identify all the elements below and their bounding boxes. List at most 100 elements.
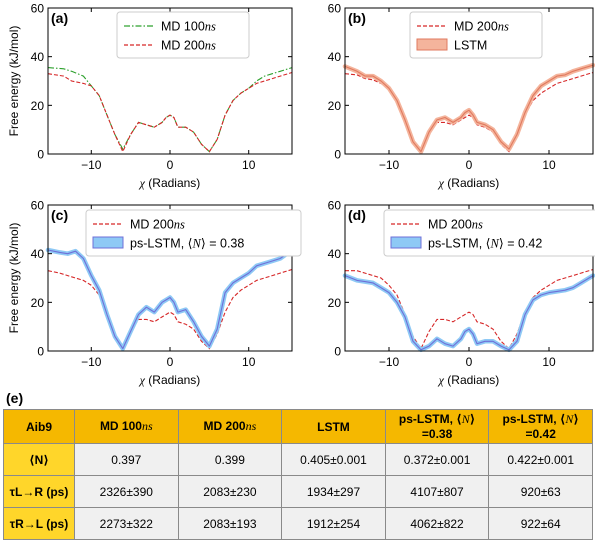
panel-letter: (d) <box>348 207 366 223</box>
table-row: τR→L (ps) 2273±322 2083±193 1912±254 406… <box>3 507 593 540</box>
y-tick-label: 40 <box>328 247 342 261</box>
series-line <box>345 268 594 350</box>
table-label: (e) <box>6 390 24 406</box>
legend-label: MD 200ns <box>428 218 483 232</box>
legend: MD 200ns LSTM <box>409 11 543 59</box>
legend-label: MD 100ns <box>161 20 216 34</box>
x-tick-label: −10 <box>379 355 400 369</box>
x-tick-label: −10 <box>81 158 102 172</box>
table-cell: 922±64 <box>488 507 593 540</box>
series-line <box>47 249 293 350</box>
legend-swatch <box>92 236 124 249</box>
y-tick-label: 20 <box>328 296 342 310</box>
table-row: τL→R (ps) 2326±390 2083±230 1934±297 410… <box>3 475 593 508</box>
chart-panel-3: −10 0 10 0 20 40 60 χ (Radians) Free energy (kJ/… <box>7 199 302 387</box>
legend-swatch <box>416 38 448 51</box>
y-tick-label: 20 <box>328 99 342 113</box>
legend: MD 200ns ps-LSTM, ⟨N⟩ = 0.42 <box>383 209 595 257</box>
table-cell: 0.372±0.001 <box>384 443 490 476</box>
x-tick-label: 10 <box>542 158 556 172</box>
x-tick-label: 10 <box>242 355 256 369</box>
table-cell: 0.399 <box>177 443 283 476</box>
x-axis-title: χ (Radians) <box>438 373 500 387</box>
table-header-row: Aib9 MD 100ns MD 200ns LSTM ps-LSTM, ⟨N⟩… <box>3 409 593 444</box>
legend-label: MD 200ns <box>130 218 185 232</box>
row-head-cell: τR→L (ps) <box>3 507 75 540</box>
table-cell: 0.422±0.001 <box>488 443 593 476</box>
legend-label: MD 200ns <box>454 20 509 34</box>
x-tick-label: 0 <box>466 158 473 172</box>
y-axis-title: Free energy (kJ/mol) <box>7 26 21 137</box>
y-tick-label: 0 <box>334 345 341 359</box>
table-cell: 0.397 <box>74 443 179 476</box>
table-cell: 2083±230 <box>177 475 283 508</box>
x-axis-title: χ (Radians) <box>139 373 201 387</box>
x-tick-label: 0 <box>466 355 473 369</box>
series-band <box>45 247 295 351</box>
x-tick-label: −10 <box>379 158 400 172</box>
table-cell: 4062±822 <box>384 507 490 540</box>
y-axis-title: Free energy (kJ/mol) <box>7 223 21 334</box>
y-tick-label: 0 <box>37 345 44 359</box>
header-cell: MD 200ns <box>177 409 283 444</box>
table-cell: 1934±297 <box>281 475 386 508</box>
y-tick-label: 40 <box>31 50 45 64</box>
row-head-cell: ⟨N⟩ <box>3 443 75 476</box>
legend-box <box>383 209 595 257</box>
header-cell: Aib9 <box>3 409 75 444</box>
panel-letter: (b) <box>348 10 366 26</box>
legend-label: ps-LSTM, ⟨N⟩ = 0.42 <box>428 237 542 251</box>
y-tick-label: 60 <box>31 199 45 213</box>
y-tick-label: 20 <box>31 99 45 113</box>
y-tick-label: 60 <box>328 199 342 213</box>
series-line <box>47 67 293 153</box>
summary-table: Aib9 MD 100ns MD 200ns LSTM ps-LSTM, ⟨N⟩… <box>3 409 593 540</box>
series-band <box>342 62 595 154</box>
series-line <box>344 275 594 351</box>
table-cell: 2273±322 <box>74 507 179 540</box>
table-cell: 920±63 <box>488 475 593 508</box>
x-tick-label: 10 <box>242 158 256 172</box>
x-tick-label: 0 <box>167 355 174 369</box>
series-line <box>47 71 293 153</box>
header-cell: LSTM <box>281 409 386 444</box>
x-tick-label: 10 <box>542 355 556 369</box>
x-tick-label: −10 <box>81 355 102 369</box>
table-row: ⟨N⟩ 0.397 0.399 0.405±0.001 0.372±0.001 … <box>3 443 593 476</box>
legend-swatch <box>390 236 422 249</box>
y-tick-label: 40 <box>328 50 342 64</box>
legend: MD 100ns MD 200ns <box>116 11 250 59</box>
chart-panel-2: −10 0 10 0 20 40 60 χ (Radians) (b) MD 200ns LSTM <box>328 2 595 190</box>
panel-letter: (c) <box>51 207 68 223</box>
y-tick-label: 60 <box>328 2 342 16</box>
legend-box <box>85 209 302 257</box>
table-cell: 1912±254 <box>281 507 386 540</box>
header-cell: MD 100ns <box>74 409 179 444</box>
chart-panel-1: −10 0 10 0 20 40 60 χ (Radians) Free energy (kJ/… <box>7 2 293 190</box>
y-tick-label: 20 <box>31 296 45 310</box>
series-line <box>47 268 293 350</box>
y-tick-label: 60 <box>31 2 45 16</box>
legend-box <box>116 11 250 59</box>
y-tick-label: 0 <box>37 148 44 162</box>
panel-letter: (a) <box>51 10 68 26</box>
figure-panels: −10 0 10 0 20 40 60 χ (Radians) Free energy (kJ/… <box>7 2 595 387</box>
table-cell: 0.405±0.001 <box>281 443 386 476</box>
table-cell: 2083±193 <box>177 507 283 540</box>
table-cell: 2326±390 <box>74 475 179 508</box>
legend-label: LSTM <box>454 39 487 53</box>
y-tick-label: 40 <box>31 247 45 261</box>
x-axis-title: χ (Radians) <box>139 176 201 190</box>
table-cell: 4107±807 <box>384 475 490 508</box>
legend-label: MD 200ns <box>161 39 216 53</box>
chart-panel-4: −10 0 10 0 20 40 60 χ (Radians) (d) MD 200ns ps-LS… <box>328 199 595 387</box>
legend-label: ps-LSTM, ⟨N⟩ = 0.38 <box>130 237 244 251</box>
header-cell: ps-LSTM, ⟨N⟩=0.38 <box>384 409 490 444</box>
x-tick-label: 0 <box>167 158 174 172</box>
series-line <box>344 64 594 153</box>
x-axis-title: χ (Radians) <box>438 176 500 190</box>
row-head-cell: τL→R (ps) <box>3 475 75 508</box>
y-tick-label: 0 <box>334 148 341 162</box>
header-cell: ps-LSTM, ⟨N⟩=0.42 <box>488 409 593 444</box>
legend: MD 200ns ps-LSTM, ⟨N⟩ = 0.38 <box>85 209 302 257</box>
